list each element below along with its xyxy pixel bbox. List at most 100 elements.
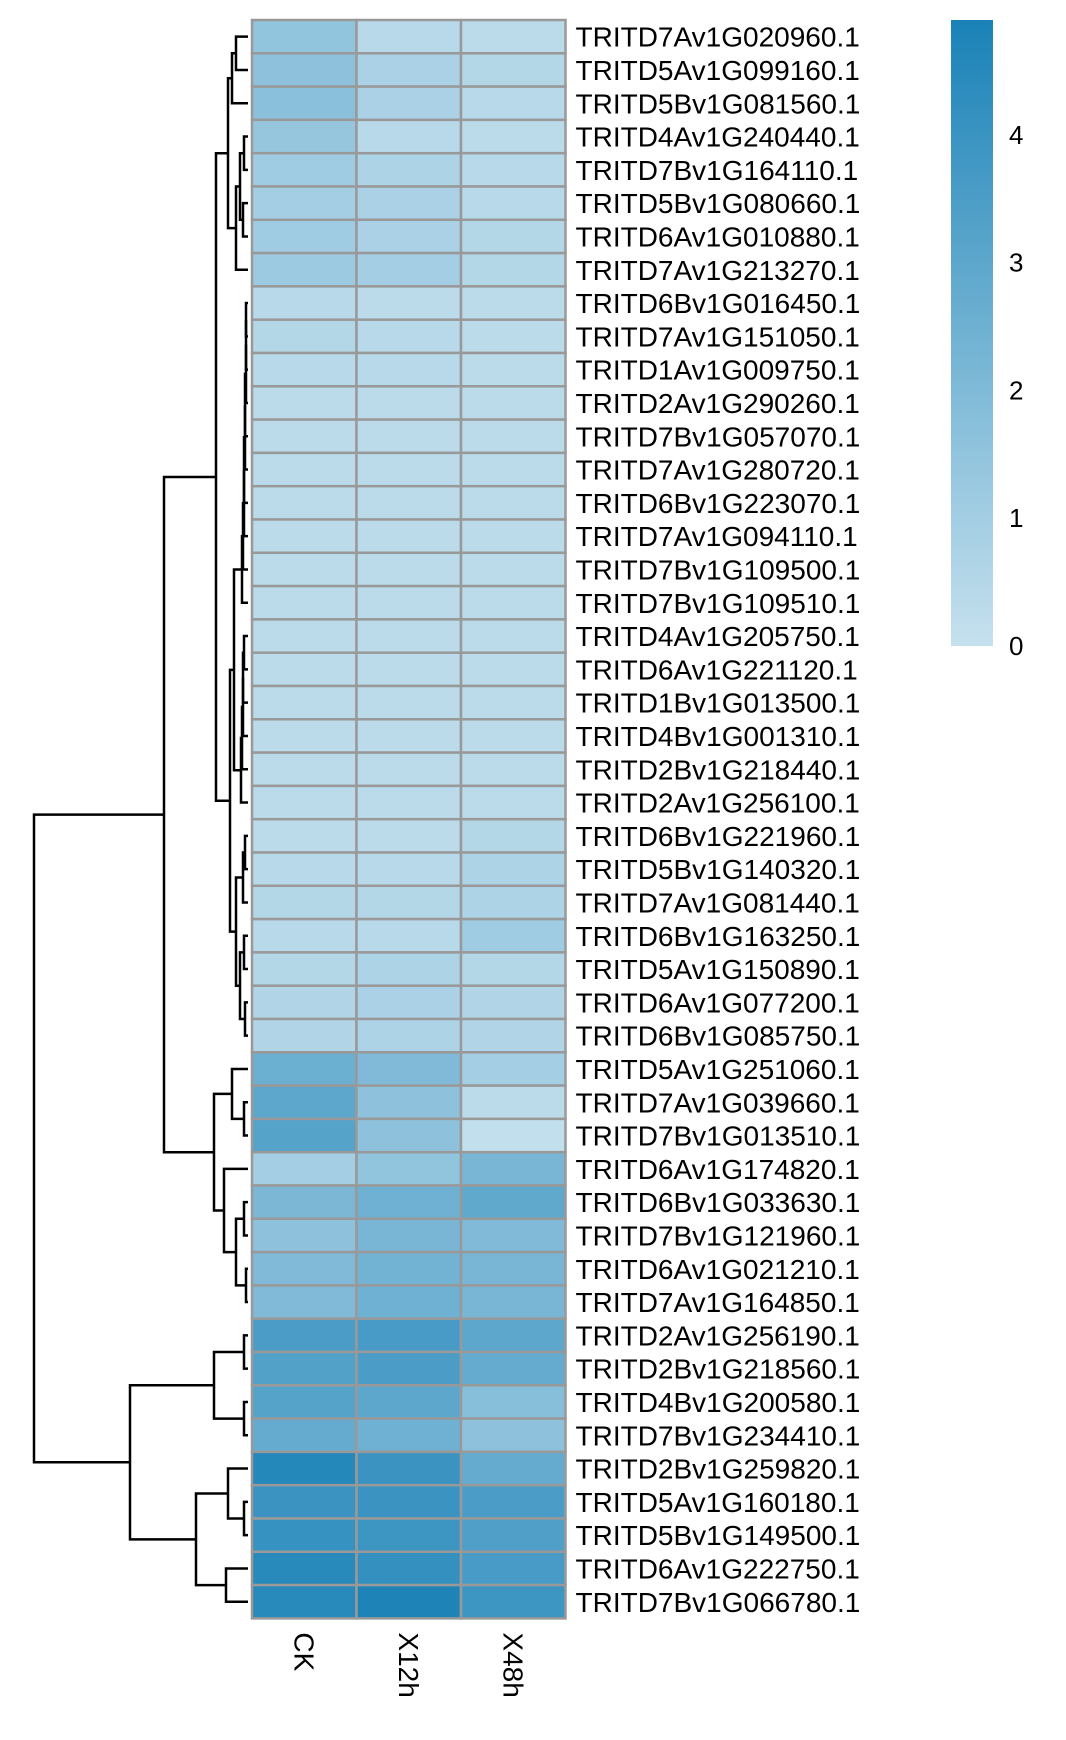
heatmap-cell — [250, 1250, 358, 1287]
heatmap-cell — [355, 1184, 463, 1221]
heatmap-cell — [459, 418, 567, 455]
heatmap-cell — [459, 1150, 567, 1187]
heatmap-cell — [250, 52, 358, 88]
legend-tick-label: 4 — [1009, 120, 1023, 150]
heatmap-cell — [250, 451, 358, 488]
heatmap-cell — [459, 52, 567, 88]
heatmap-cell — [355, 884, 463, 921]
heatmap-cell — [459, 984, 567, 1021]
heatmap-cell — [459, 1117, 567, 1154]
heatmap-cell — [459, 1417, 567, 1454]
heatmap-cell — [459, 1284, 567, 1320]
heatmap-cell — [355, 1051, 463, 1087]
row-label: TRITD5Av1G099160.1 — [576, 55, 860, 86]
heatmap-cell — [459, 884, 567, 921]
row-label: TRITD6Av1G222750.1 — [576, 1553, 860, 1584]
heatmap-cell — [250, 285, 358, 321]
dendrogram-link — [162, 475, 216, 1154]
dendrogram-link — [240, 705, 248, 771]
heatmap-cell — [250, 551, 358, 588]
heatmap-cell — [250, 751, 358, 788]
dendrogram-link — [32, 813, 164, 1464]
heatmap-cell — [459, 385, 567, 421]
heatmap-cell — [459, 218, 567, 255]
heatmap-cell — [355, 218, 463, 255]
heatmap-cell — [355, 1384, 463, 1420]
heatmap-cell — [355, 817, 463, 854]
heatmap-cell — [355, 118, 463, 155]
heatmap-cell — [459, 285, 567, 321]
dendrogram-link — [128, 1384, 214, 1541]
heatmap-cell — [250, 917, 358, 954]
row-label: TRITD1Bv1G013500.1 — [576, 688, 861, 719]
heatmap-cell — [355, 951, 463, 987]
row-label: TRITD6Av1G021210.1 — [576, 1254, 860, 1285]
heatmap-cell — [250, 1084, 358, 1121]
heatmap-cell — [250, 651, 358, 688]
heatmap-cell — [459, 951, 567, 987]
row-label: TRITD5Bv1G080660.1 — [576, 188, 861, 219]
heatmap-cell — [459, 917, 567, 954]
dendrogram-link — [244, 1267, 248, 1304]
heatmap-cell — [459, 1450, 567, 1487]
heatmap-cell — [250, 851, 358, 888]
heatmap-cell — [355, 518, 463, 555]
legend-tick-label: 0 — [1009, 631, 1023, 661]
legend-tick-label: 2 — [1009, 375, 1023, 405]
heatmap-cell — [355, 484, 463, 521]
row-label: TRITD7Av1G151050.1 — [576, 321, 860, 352]
heatmap-cell — [250, 1017, 358, 1054]
legend-color-bar — [951, 20, 993, 646]
heatmap-cell — [355, 385, 463, 421]
heatmap-cell — [355, 52, 463, 88]
color-legend: 0 1 2 3 4 — [951, 20, 1023, 661]
row-label: TRITD5Bv1G140320.1 — [576, 854, 861, 885]
dendrogram-link — [234, 35, 248, 72]
row-label: TRITD1Av1G009750.1 — [576, 355, 860, 386]
legend-tick-label: 3 — [1009, 248, 1023, 278]
heatmap-cell — [459, 318, 567, 355]
row-label: TRITD6Bv1G016450.1 — [576, 288, 861, 319]
row-label: TRITD5Av1G150890.1 — [576, 954, 860, 985]
row-label: TRITD2Av1G256190.1 — [576, 1320, 860, 1351]
row-label: TRITD7Av1G020960.1 — [576, 22, 860, 53]
heatmap-cell — [250, 151, 358, 188]
row-label: TRITD2Bv1G259820.1 — [576, 1454, 861, 1485]
row-label: TRITD6Bv1G033630.1 — [576, 1187, 861, 1218]
dendrogram-link — [212, 1350, 244, 1420]
heatmap-cell — [355, 1117, 463, 1154]
heatmap-cell — [355, 285, 463, 321]
row-label: TRITD4Bv1G001310.1 — [576, 721, 861, 752]
heatmap-cell — [459, 185, 567, 222]
heatmap-cell — [250, 18, 358, 55]
dendrogram-link — [244, 344, 248, 405]
heatmap-cell — [250, 817, 358, 854]
row-label: TRITD7Bv1G109510.1 — [576, 588, 861, 619]
heatmap-cell — [250, 1550, 358, 1587]
heatmap-cell — [250, 718, 358, 754]
heatmap-cell — [459, 451, 567, 488]
heatmap-cell — [355, 1217, 463, 1254]
heatmap-cell — [355, 1317, 463, 1354]
heatmap-cell — [250, 1117, 358, 1154]
heatmap-cell — [250, 1450, 358, 1487]
heatmap-cell — [355, 651, 463, 688]
column-label: CK — [288, 1632, 319, 1671]
legend-tick-label: 1 — [1009, 503, 1023, 533]
heatmap-cell — [250, 1583, 358, 1620]
dendrogram-link — [242, 1101, 248, 1137]
heatmap-cell — [459, 1084, 567, 1121]
heatmap-cell — [250, 1051, 358, 1087]
heatmap-cell — [250, 884, 358, 921]
heatmap-cell — [355, 18, 463, 55]
heatmap-cell — [250, 185, 358, 222]
heatmap-cell — [250, 518, 358, 555]
heatmap-cell — [250, 1150, 358, 1187]
heatmap-cells — [250, 18, 567, 1620]
heatmap-cell — [355, 618, 463, 654]
dendrogram-link — [194, 1492, 228, 1587]
row-label: TRITD6Av1G221120.1 — [576, 654, 858, 685]
heatmap-cell — [459, 684, 567, 721]
heatmap-cell — [355, 1084, 463, 1121]
